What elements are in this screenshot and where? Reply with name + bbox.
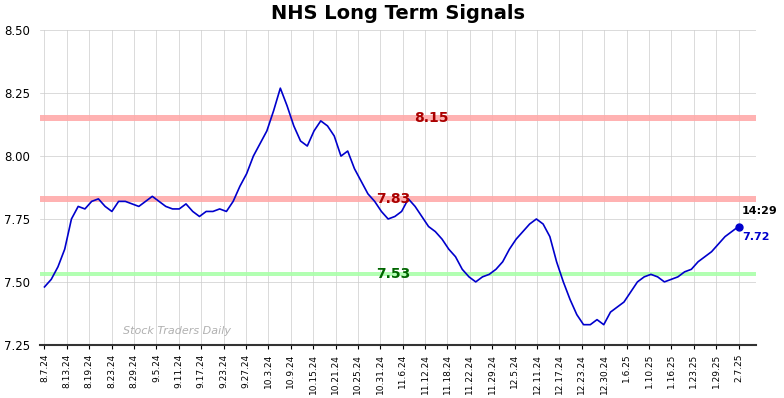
Title: NHS Long Term Signals: NHS Long Term Signals bbox=[271, 4, 525, 23]
Text: 7.72: 7.72 bbox=[742, 232, 769, 242]
Text: Stock Traders Daily: Stock Traders Daily bbox=[123, 326, 230, 336]
Text: 7.83: 7.83 bbox=[376, 192, 410, 206]
Text: 7.53: 7.53 bbox=[376, 267, 410, 281]
Bar bbox=[40, 272, 757, 276]
Bar bbox=[40, 115, 757, 121]
Text: 14:29: 14:29 bbox=[742, 207, 778, 217]
Text: 8.15: 8.15 bbox=[414, 111, 448, 125]
Bar bbox=[40, 196, 757, 202]
